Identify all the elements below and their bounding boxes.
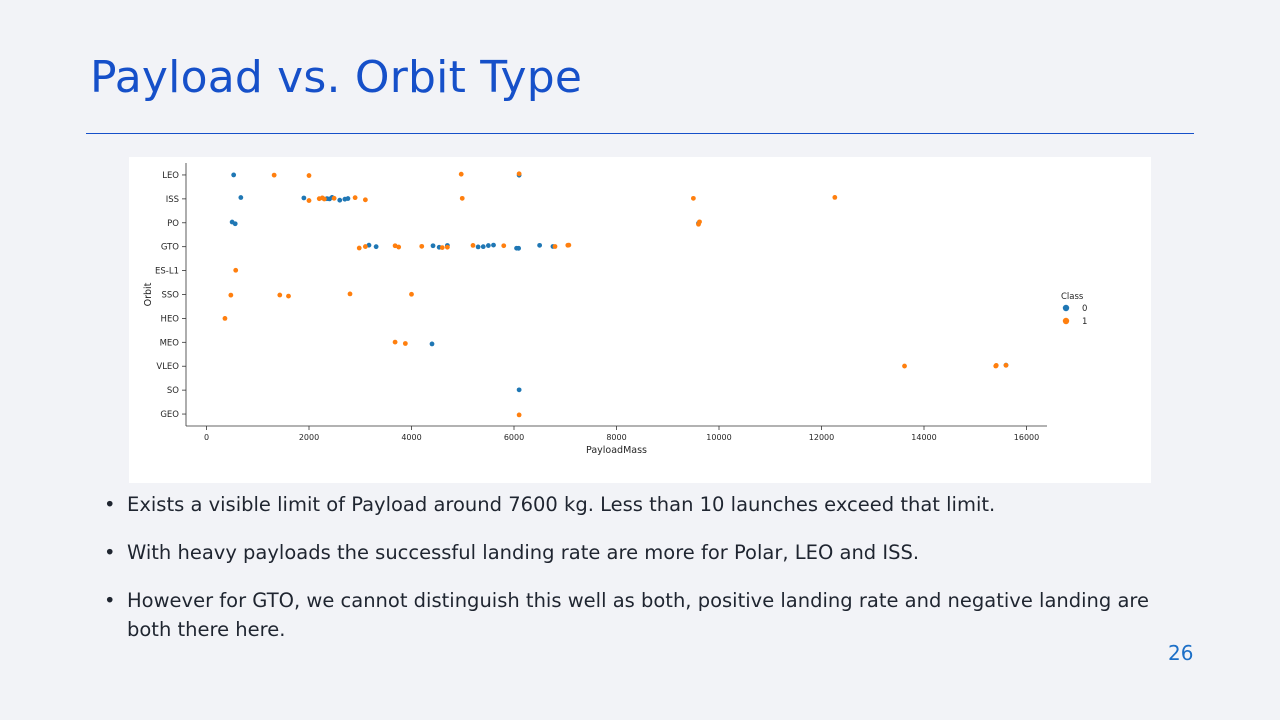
x-tick-label: 12000 — [809, 433, 834, 442]
legend-marker — [1062, 317, 1070, 325]
data-point — [402, 341, 408, 346]
y-tick-label: LEO — [162, 171, 179, 181]
data-point — [485, 243, 491, 248]
data-point — [419, 243, 425, 249]
data-point — [1003, 362, 1009, 368]
payload-orbit-scatter-chart: LEO ISS PO GTO ES-L1 SSO HEO MEO VLEO SO GEO 0 2000 4… — [143, 163, 1087, 456]
bullet-item: • However for GTO, we cannot distinguish … — [104, 586, 1184, 644]
bullet-list: • Exists a visible limit of Payload aroun… — [104, 490, 1184, 663]
data-point — [566, 242, 572, 248]
data-point — [480, 244, 486, 250]
y-tick-label: MEO — [160, 338, 180, 348]
bullet-text: With heavy payloads the successful landi… — [127, 541, 920, 564]
data-point — [222, 315, 228, 321]
y-tick-label: SSO — [162, 291, 180, 301]
slide-title: Payload vs. Orbit Type — [90, 52, 583, 103]
bullet-marker: • — [104, 493, 116, 516]
y-axis-label: Orbit — [143, 282, 154, 306]
bullet-item: • Exists a visible limit of Payload aroun… — [104, 490, 1184, 519]
bullet-marker: • — [104, 541, 116, 564]
data-point — [347, 291, 353, 297]
data-point — [516, 245, 522, 251]
legend-marker — [1062, 304, 1070, 312]
y-tick-label: ES-L1 — [155, 267, 179, 277]
data-point — [306, 173, 312, 178]
data-point — [902, 363, 907, 369]
x-tick-label: 2000 — [299, 433, 319, 442]
data-point — [321, 196, 327, 202]
data-point — [228, 292, 234, 298]
data-point — [337, 197, 343, 203]
x-tick-label: 0 — [204, 433, 209, 442]
y-tick-label: GTO — [161, 243, 179, 253]
data-point — [516, 171, 522, 177]
legend-title: Class — [1061, 292, 1084, 302]
data-point — [238, 195, 244, 200]
data-point — [356, 245, 362, 251]
data-point — [475, 244, 481, 250]
data-point — [362, 244, 368, 249]
x-tick-label: 16000 — [1014, 433, 1039, 442]
data-point — [516, 387, 522, 393]
x-tick-label: 6000 — [504, 433, 524, 442]
data-point — [697, 219, 702, 225]
data-point — [552, 244, 558, 249]
data-point — [409, 291, 414, 297]
y-tick-label: GEO — [160, 410, 179, 420]
data-point — [396, 244, 402, 250]
legend-label: 0 — [1082, 304, 1087, 314]
data-point — [362, 197, 368, 203]
data-point — [444, 244, 450, 250]
data-point — [690, 195, 696, 201]
data-point — [392, 339, 398, 345]
bullet-text: However for GTO, we cannot distinguish t… — [127, 589, 1150, 641]
data-point — [231, 172, 237, 178]
x-axis-label: PayloadMass — [586, 445, 647, 456]
data-point — [537, 242, 543, 248]
data-point — [233, 267, 239, 273]
data-point — [439, 245, 445, 250]
data-point — [331, 195, 337, 201]
data-point — [501, 243, 507, 249]
page-number: 26 — [1168, 641, 1194, 665]
data-point — [301, 195, 307, 201]
data-point — [430, 243, 436, 249]
y-tick-label: PO — [167, 219, 179, 229]
x-tick-label: 10000 — [706, 433, 731, 442]
y-tick-label: VLEO — [156, 362, 179, 372]
y-tick-label: HEO — [161, 314, 180, 324]
data-point — [429, 341, 435, 347]
x-tick-label: 8000 — [606, 433, 626, 442]
data-point — [458, 171, 464, 177]
data-point — [470, 243, 476, 248]
data-point — [232, 221, 238, 227]
data-point — [516, 412, 522, 418]
bullet-text: Exists a visible limit of Payload around… — [127, 493, 996, 516]
bullet-item: • With heavy payloads the successful land… — [104, 538, 1184, 567]
bullet-marker: • — [104, 589, 116, 612]
data-point — [271, 172, 277, 178]
y-tick-label: ISS — [166, 195, 179, 205]
data-point — [352, 195, 358, 201]
data-point — [373, 244, 379, 250]
data-point — [345, 196, 351, 201]
x-tick-label: 14000 — [911, 433, 936, 442]
y-tick-label: SO — [167, 386, 179, 396]
data-point — [459, 195, 465, 201]
data-point — [993, 363, 999, 368]
legend-label: 1 — [1082, 317, 1087, 327]
chart-panel: LEO ISS PO GTO ES-L1 SSO HEO MEO VLEO SO GEO 0 2000 4… — [129, 157, 1151, 483]
data-point — [286, 293, 291, 299]
data-point — [306, 198, 312, 203]
title-divider — [86, 133, 1194, 134]
data-point — [277, 292, 283, 298]
data-point — [832, 194, 838, 200]
x-tick-label: 4000 — [401, 433, 421, 442]
data-point — [491, 242, 496, 248]
